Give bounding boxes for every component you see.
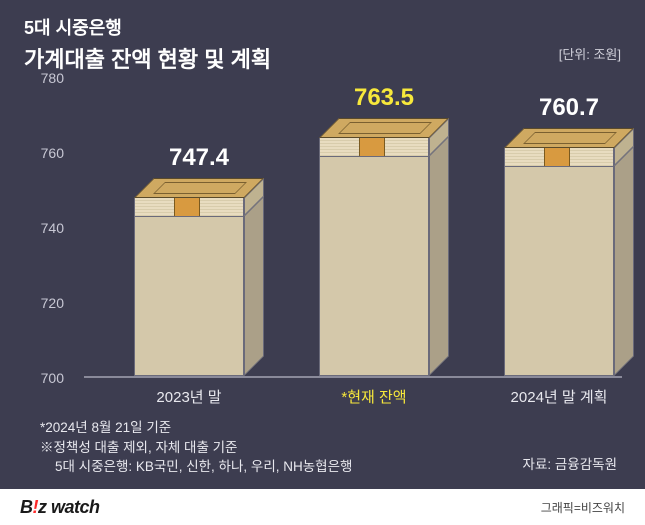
category-label: *현재 잔액: [294, 386, 454, 407]
bar-side-face: [429, 136, 449, 376]
money-band-icon: [359, 138, 385, 156]
bar-front-face: [504, 166, 614, 376]
unit-label: [단위: 조원]: [559, 44, 621, 63]
graphic-credit: 그래픽=비즈워치: [541, 499, 625, 516]
y-tick: 700: [24, 370, 64, 386]
logo-text-main: B: [20, 497, 33, 517]
header: 5대 시중은행 가계대출 잔액 현황 및 계획: [24, 14, 271, 74]
bar-side-face: [244, 196, 264, 376]
money-top-detail: [153, 182, 247, 194]
y-tick: 720: [24, 295, 64, 311]
bar-group: 760.7: [504, 148, 634, 376]
source-label: 자료: 금융감독원: [523, 453, 617, 473]
money-band-icon: [174, 198, 200, 216]
y-tick: 780: [24, 70, 64, 86]
value-label: 763.5: [304, 84, 464, 112]
money-stack-icon: [134, 198, 244, 216]
footnote-2: ※정책성 대출 제외, 자체 대출 기준: [40, 438, 352, 458]
bar-group: 747.4: [134, 198, 264, 376]
footnote-3: 5대 시중은행: KB국민, 신한, 하나, 우리, NH농협은행: [40, 457, 352, 477]
money-top-face: [504, 128, 634, 148]
bar-side-face: [614, 146, 634, 376]
money-band-icon: [544, 148, 570, 166]
brand-logo: B!z watch: [20, 497, 100, 518]
title-line-1: 5대 시중은행: [24, 14, 271, 40]
value-label: 760.7: [489, 94, 645, 122]
y-tick: 760: [24, 145, 64, 161]
infographic-container: 5대 시중은행 가계대출 잔액 현황 및 계획 [단위: 조원] 700 720 7…: [0, 0, 645, 525]
logo-text-rest: z watch: [38, 497, 100, 517]
money-top-detail: [338, 122, 432, 134]
footnotes: *2024년 8월 21일 기준 ※정책성 대출 제외, 자체 대출 기준 5대…: [40, 418, 352, 477]
bar-chart: 700720740760780 747.42023년 말763.5*현재 잔액7…: [24, 78, 622, 408]
bar-group: 763.5: [319, 138, 449, 376]
footer-bar: B!z watch 그래픽=비즈워치: [0, 489, 645, 525]
footnote-1: *2024년 8월 21일 기준: [40, 418, 352, 438]
money-stack-icon: [319, 138, 429, 156]
category-label: 2023년 말: [109, 386, 269, 407]
y-tick: 740: [24, 220, 64, 236]
y-axis: 700720740760780: [24, 78, 74, 408]
plot-area: 747.42023년 말763.5*현재 잔액760.72024년 말 계획: [84, 78, 622, 378]
bar-front-face: [319, 156, 429, 376]
bar-front-face: [134, 216, 244, 376]
money-top-face: [134, 178, 264, 198]
money-stack-icon: [504, 148, 614, 166]
category-label: 2024년 말 계획: [479, 386, 639, 407]
money-top-detail: [523, 132, 617, 144]
value-label: 747.4: [119, 144, 279, 172]
money-top-face: [319, 118, 449, 138]
